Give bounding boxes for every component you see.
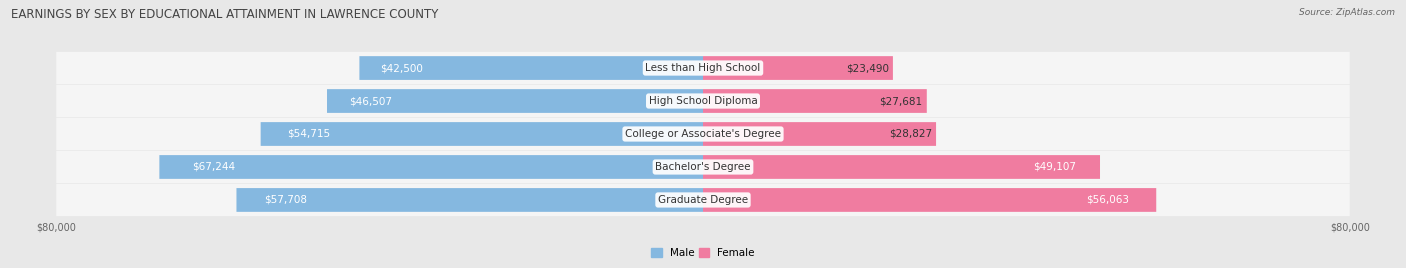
Text: Bachelor's Degree: Bachelor's Degree <box>655 162 751 172</box>
FancyBboxPatch shape <box>703 56 893 80</box>
FancyBboxPatch shape <box>56 118 1350 150</box>
FancyBboxPatch shape <box>236 188 703 212</box>
FancyBboxPatch shape <box>56 85 1350 117</box>
Text: $54,715: $54,715 <box>287 129 330 139</box>
FancyBboxPatch shape <box>328 89 703 113</box>
Text: $49,107: $49,107 <box>1033 162 1076 172</box>
FancyBboxPatch shape <box>703 188 1156 212</box>
Text: High School Diploma: High School Diploma <box>648 96 758 106</box>
Text: $67,244: $67,244 <box>193 162 235 172</box>
FancyBboxPatch shape <box>56 151 1350 183</box>
Text: $23,490: $23,490 <box>846 63 889 73</box>
FancyBboxPatch shape <box>703 122 936 146</box>
FancyBboxPatch shape <box>703 89 927 113</box>
Text: $46,507: $46,507 <box>350 96 392 106</box>
Text: $57,708: $57,708 <box>264 195 308 205</box>
Text: $28,827: $28,827 <box>889 129 932 139</box>
FancyBboxPatch shape <box>360 56 703 80</box>
Text: Graduate Degree: Graduate Degree <box>658 195 748 205</box>
Text: $27,681: $27,681 <box>880 96 922 106</box>
Text: Less than High School: Less than High School <box>645 63 761 73</box>
FancyBboxPatch shape <box>260 122 703 146</box>
Text: $42,500: $42,500 <box>380 63 423 73</box>
Text: Source: ZipAtlas.com: Source: ZipAtlas.com <box>1299 8 1395 17</box>
Text: EARNINGS BY SEX BY EDUCATIONAL ATTAINMENT IN LAWRENCE COUNTY: EARNINGS BY SEX BY EDUCATIONAL ATTAINMEN… <box>11 8 439 21</box>
Text: $56,063: $56,063 <box>1085 195 1129 205</box>
FancyBboxPatch shape <box>703 155 1099 179</box>
Text: College or Associate's Degree: College or Associate's Degree <box>626 129 780 139</box>
FancyBboxPatch shape <box>159 155 703 179</box>
FancyBboxPatch shape <box>56 52 1350 84</box>
Legend: Male, Female: Male, Female <box>647 244 759 263</box>
FancyBboxPatch shape <box>56 184 1350 216</box>
